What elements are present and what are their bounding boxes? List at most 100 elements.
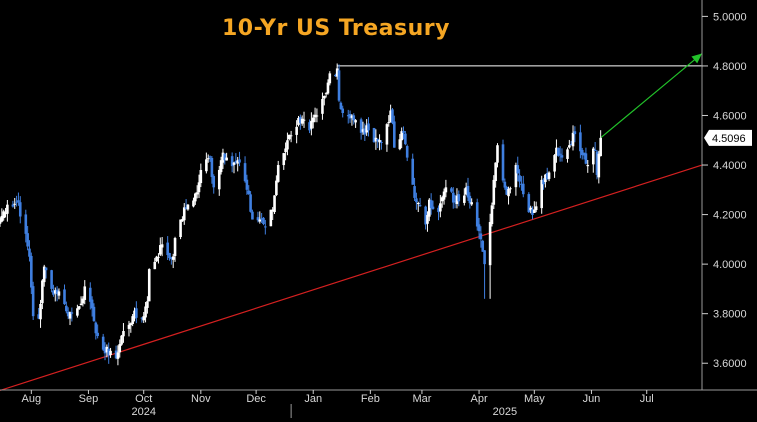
candle-body — [221, 152, 225, 163]
candle-body — [181, 219, 184, 222]
candle-body — [287, 134, 291, 140]
candle-body — [147, 269, 151, 302]
candle-body — [509, 188, 512, 190]
candle-body — [192, 200, 195, 207]
candle-body — [322, 95, 326, 99]
candle-body — [168, 253, 171, 259]
candle-body — [372, 127, 376, 143]
projection-arrow-line — [600, 53, 703, 139]
candle-body — [170, 257, 173, 260]
x-tick-label: Jan — [304, 393, 322, 405]
candle-body — [120, 335, 123, 345]
candle-body — [13, 203, 17, 205]
last-value-label: 4.5096 — [712, 133, 746, 145]
candle-body — [468, 195, 472, 204]
y-tick-label: 4.6000 — [713, 110, 747, 122]
candle-body — [31, 286, 35, 317]
candle-body — [573, 131, 577, 135]
candle-body — [416, 203, 420, 205]
candle-body — [286, 140, 289, 150]
candle-body — [571, 132, 575, 147]
candle-body — [439, 203, 442, 212]
candle-body — [346, 115, 350, 117]
candle-body — [405, 146, 409, 158]
candle-body — [514, 165, 518, 188]
candle-body — [103, 347, 107, 354]
candle-body — [490, 205, 494, 225]
candle-body — [308, 122, 311, 131]
candle-body — [321, 99, 324, 114]
candle-body — [146, 301, 149, 308]
candle-body — [415, 198, 418, 203]
candle-body — [566, 149, 569, 159]
candle-body — [310, 120, 313, 129]
candle-body — [297, 117, 300, 125]
candle-body — [335, 68, 339, 77]
x-tick-label: Jun — [583, 393, 601, 405]
candle-body — [295, 126, 298, 135]
candle-body — [540, 179, 544, 209]
candle-body — [547, 172, 551, 179]
candle-body — [545, 173, 549, 180]
candle-body — [374, 137, 378, 142]
candle-body — [411, 158, 415, 185]
candle-body — [437, 207, 440, 213]
candle-body — [527, 194, 531, 213]
candle-body — [129, 323, 133, 326]
y-tick-label: 3.8000 — [713, 309, 747, 321]
candle-body — [426, 215, 429, 224]
candle-body — [354, 120, 357, 123]
candle-body — [580, 149, 584, 156]
candle-body — [431, 206, 435, 209]
x-tick-label: Feb — [361, 393, 380, 405]
candle-body — [387, 122, 391, 124]
candle-body — [367, 123, 370, 131]
y-tick-label: 3.6000 — [713, 358, 747, 370]
arrow-head — [691, 53, 702, 64]
candle-body — [391, 109, 394, 124]
candle-body — [166, 242, 169, 256]
candle-body — [0, 215, 4, 222]
candle-body — [81, 298, 85, 304]
candle-body — [492, 179, 496, 205]
candle-body — [475, 202, 479, 227]
candle-body — [186, 204, 190, 210]
candle-body — [534, 206, 538, 211]
candle-body — [171, 256, 175, 260]
candle-body — [142, 316, 146, 321]
candle-body — [6, 204, 9, 214]
candle-body — [315, 115, 319, 117]
candle-body — [516, 165, 520, 174]
year-label: 2025 — [493, 406, 517, 418]
candle-body — [505, 186, 508, 195]
candle-body — [114, 350, 118, 359]
candle-body — [313, 114, 317, 118]
candle-body — [230, 156, 234, 167]
x-tick-label: Sep — [79, 393, 99, 405]
candle-body — [544, 174, 547, 183]
candle-body — [77, 306, 81, 309]
candle-body — [350, 115, 354, 118]
candle-body — [455, 195, 459, 205]
candle-body — [105, 346, 109, 353]
y-tick-label: 4.8000 — [713, 61, 747, 73]
candle-body — [66, 311, 70, 317]
candle-body — [501, 144, 505, 181]
candle-body — [470, 202, 473, 205]
candle-body — [273, 195, 276, 213]
candle-body — [0, 219, 2, 224]
candle-body — [451, 192, 455, 203]
candle-body — [269, 209, 273, 227]
candle-body — [173, 238, 177, 256]
candle-body — [494, 162, 497, 181]
candle-body — [450, 188, 453, 192]
candle-body — [348, 114, 352, 119]
candle-body — [496, 145, 499, 163]
x-tick-label: Apr — [470, 393, 487, 405]
candle-body — [442, 191, 446, 200]
candle-body — [184, 207, 188, 209]
candle-body — [101, 336, 105, 350]
candle-body — [271, 209, 274, 212]
